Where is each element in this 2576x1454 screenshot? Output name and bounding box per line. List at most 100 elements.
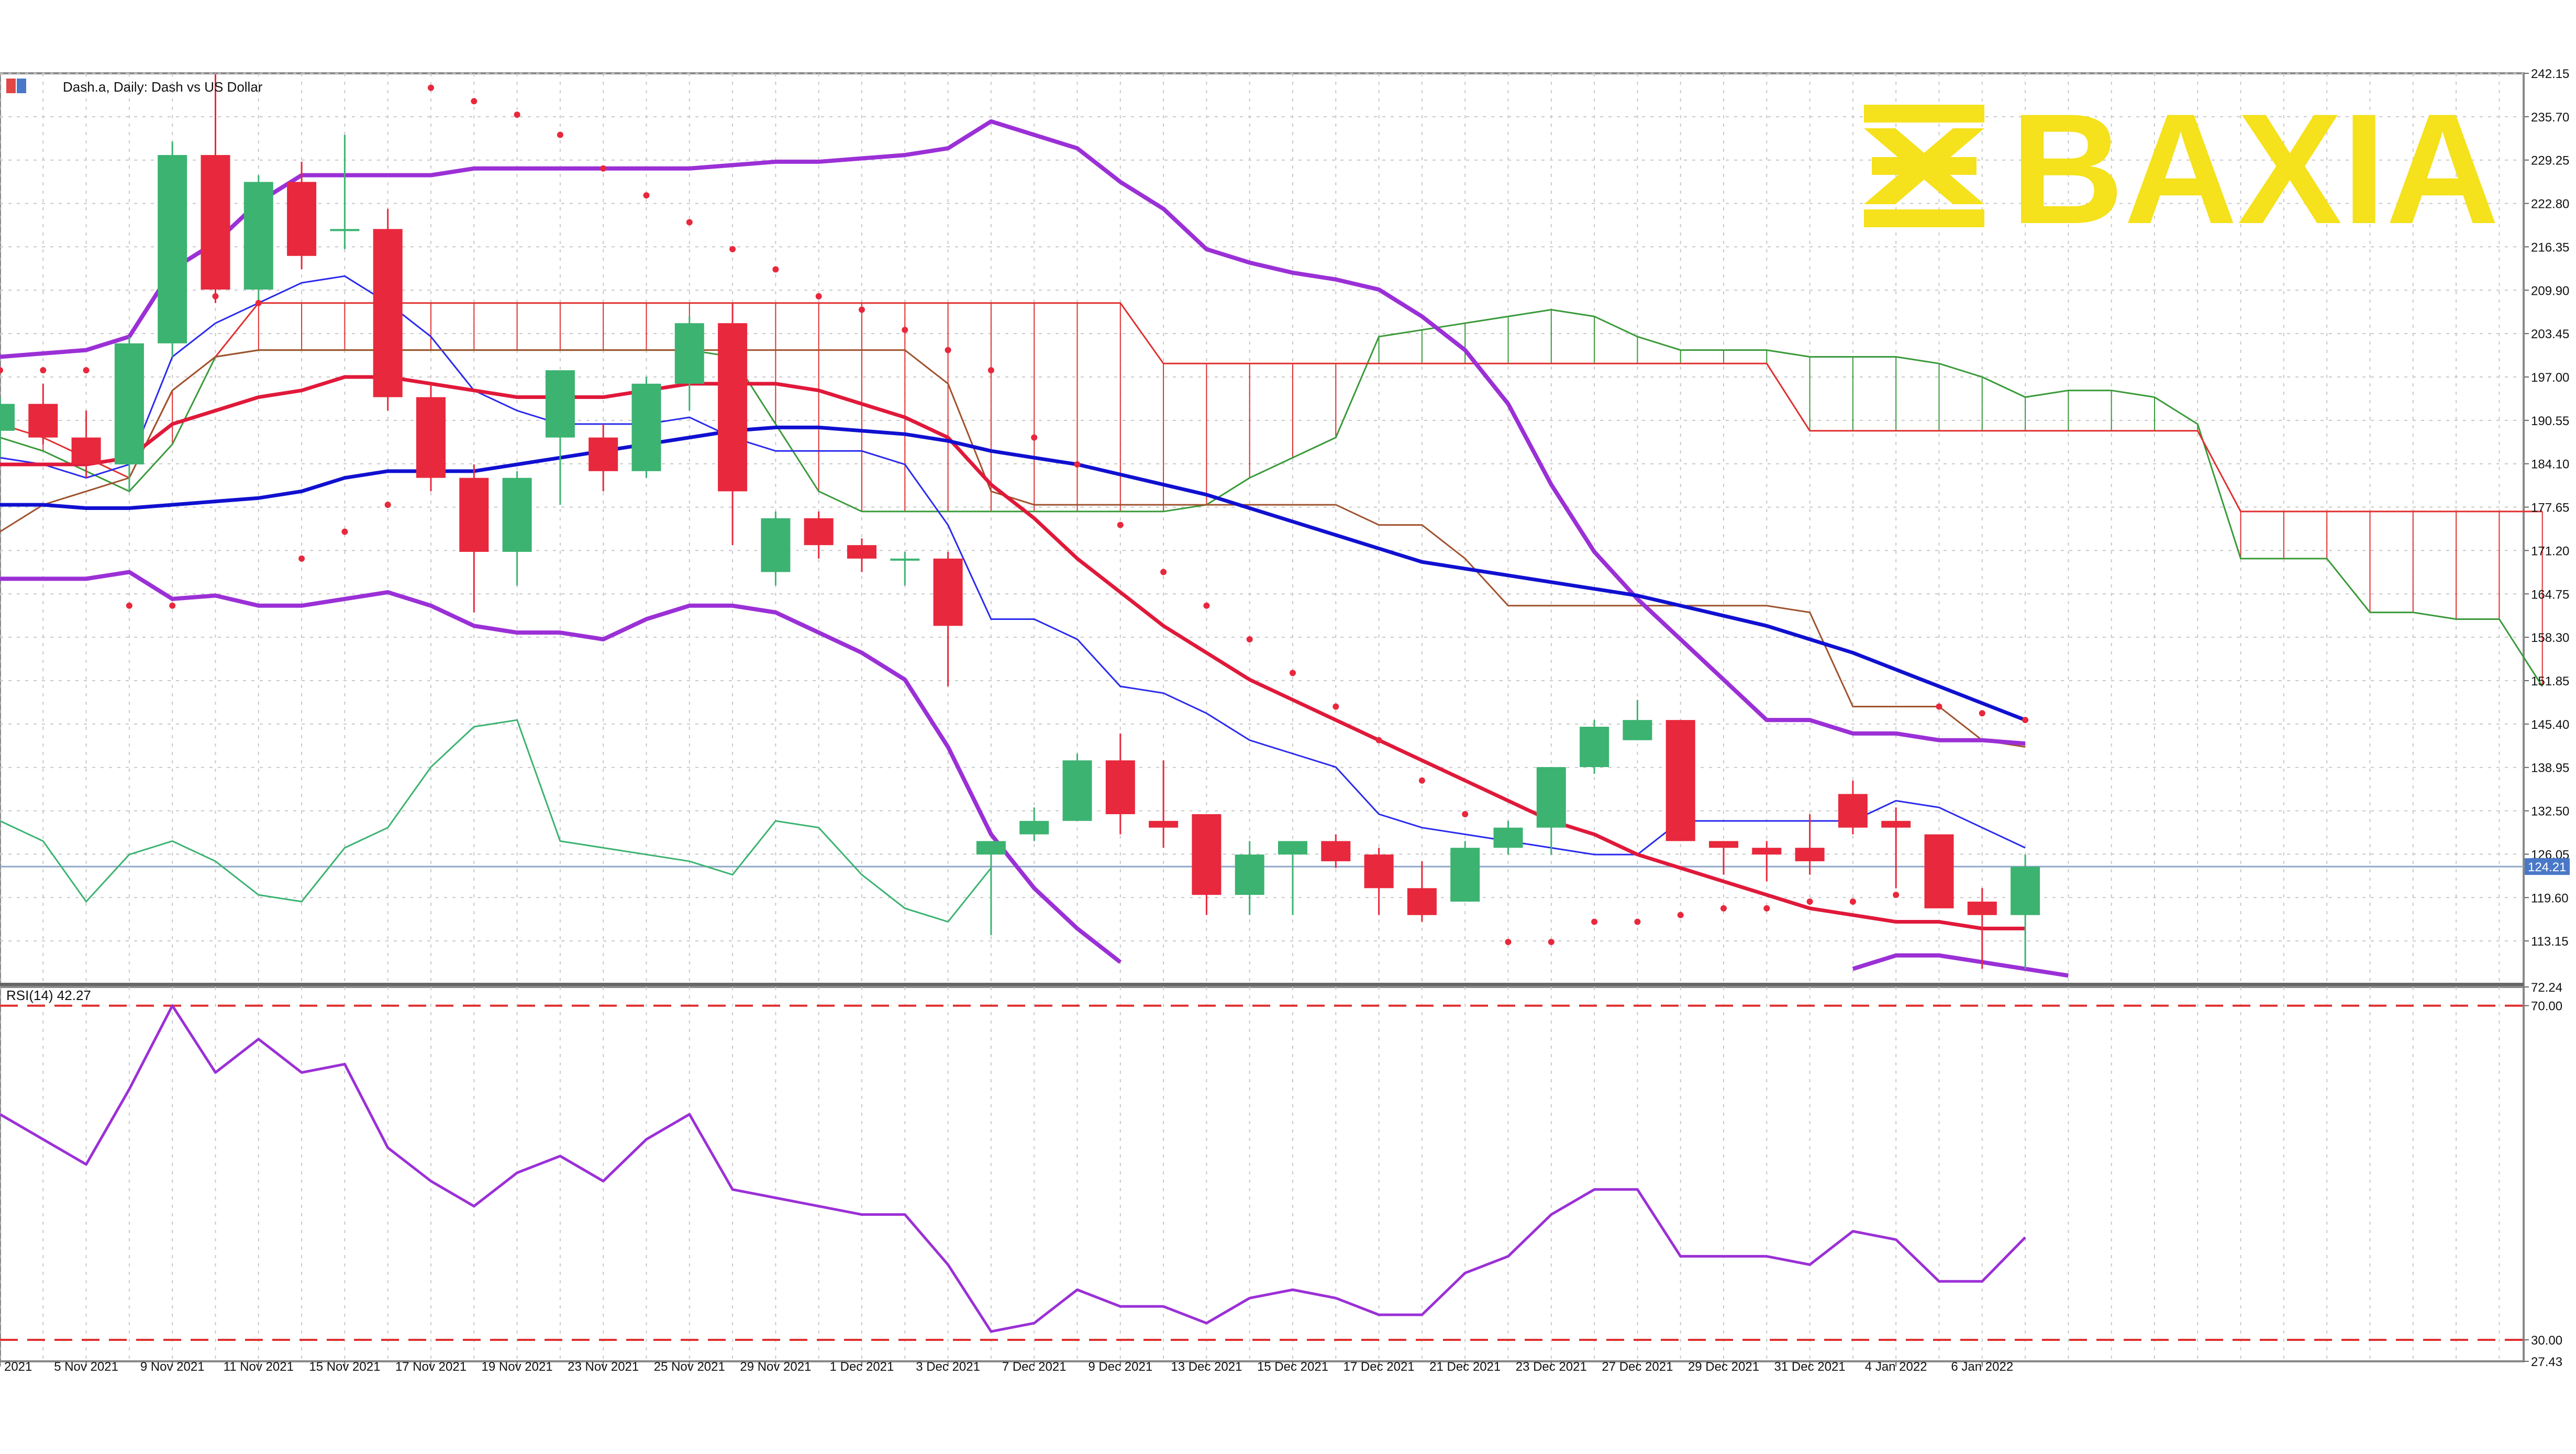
sar-dot [1893,892,1900,898]
time-tick-label: 11 Nov 2021 [224,1360,294,1374]
candle-body [933,558,963,626]
candle-body [1019,820,1049,835]
candle-body [1623,720,1652,740]
sar-dot [815,293,822,299]
sar-dot [1677,912,1684,918]
sar-dot [643,192,650,199]
rsi-tick-label: 70.00 [2531,1000,2562,1014]
chikou-span [0,719,992,923]
chart-icon[interactable] [6,79,16,93]
sar-dot [1333,703,1339,710]
time-tick-label: 15 Dec 2021 [1257,1360,1328,1374]
sar-dot [1375,737,1382,743]
candle-body [1967,901,1997,915]
candle-body [545,370,575,438]
time-axis: 3 Nov 2021 5 Nov 2021 9 Nov 2021 11 Nov 202… [0,1360,2013,1374]
rsi-indicator [0,1004,2026,1333]
price-tick-label: 203.45 [2531,327,2569,341]
sar-dot [987,367,994,374]
sar-dot [1979,710,1985,717]
sar-dot [1117,521,1124,528]
candle-body [287,182,317,256]
sar-dot [1720,905,1727,912]
price-tick-label: 158.30 [2531,631,2569,645]
time-tick-label: 1 Dec 2021 [830,1360,894,1374]
candle-body [1580,726,1609,768]
price-tick-label: 184.10 [2531,458,2569,472]
time-tick-label: 17 Nov 2021 [395,1360,467,1374]
current-price-tag [2525,858,2570,875]
sar-dot [1505,939,1512,946]
candle-body [1536,767,1566,828]
candle-body [0,404,15,431]
candle-body [1149,820,1179,828]
sar-dot [83,367,90,374]
baxia-logo: BAXIA [1864,81,2499,257]
time-tick-label: 4 Jan 2022 [1865,1360,1927,1374]
sar-dot [1849,898,1856,905]
sar-dot [1548,939,1555,946]
candle-body [28,404,58,438]
price-tick-label: 113.15 [2531,935,2569,949]
rsi-axis: 72.24 70.00 30.00 27.43 [2524,981,2562,1369]
sar-dot [1031,434,1038,441]
rsi-line [0,1004,2026,1333]
candle-body [2011,867,2040,915]
sar-dot [0,367,3,374]
time-tick-label: 9 Dec 2021 [1088,1360,1152,1374]
sar-dot [1936,703,1942,710]
rsi-panel-frame [0,986,2525,1362]
time-tick-label: 5 Nov 2021 [54,1360,118,1374]
time-tick-label: 27 Dec 2021 [1602,1360,1673,1374]
sar-dot [945,347,951,353]
candle-body [373,229,403,397]
price-tick-label: 209.90 [2531,284,2569,298]
baxia-logo-mark [1864,105,1984,227]
sar-dot [298,555,305,562]
price-tick-label: 132.50 [2531,805,2569,819]
time-tick-label: 7 Dec 2021 [1002,1360,1067,1374]
price-tick-label: 171.20 [2531,544,2569,558]
baxia-logo-text: BAXIA [2011,81,2499,257]
candle-body [71,437,101,464]
symbol-label: Dash.a, Daily: Dash vs US Dollar [63,79,263,95]
sar-dot [384,502,391,508]
price-tick-label: 145.40 [2531,718,2569,732]
candle-body [502,478,532,552]
candle-body [459,478,489,552]
bollinger-upper [0,119,2026,746]
time-tick-label: 15 Nov 2021 [309,1360,380,1374]
candle-body [1364,854,1394,889]
moving-average-blue [0,425,2026,722]
time-tick-label: 13 Dec 2021 [1171,1360,1242,1374]
candles [0,74,2040,969]
rsi-tick-label: 30.00 [2531,1334,2562,1348]
candle-body [1235,854,1264,895]
chart-icon[interactable] [17,79,26,93]
sar-dot [1290,670,1296,676]
candle-body [1795,848,1825,861]
sar-dot [1203,602,1210,609]
sar-dot [859,306,865,313]
time-tick-label: 21 Dec 2021 [1429,1360,1501,1374]
ichimoku-cloud [0,302,2543,687]
sar-dot [1074,461,1081,468]
parabolic-sar [0,84,2029,946]
time-tick-label: 31 Dec 2021 [1774,1360,1846,1374]
sar-dot [471,98,478,105]
moving-average-red [0,375,2026,930]
sar-dot [514,112,520,118]
sar-dot [2022,717,2029,724]
sar-dot [1160,569,1167,575]
sar-dot [1634,918,1641,925]
sar-dot [1246,636,1253,642]
candle-body [890,558,920,561]
candle-body [976,841,1006,855]
candle-body [1407,888,1437,915]
symbol-header: Dash.a, Daily: Dash vs US Dollar [6,79,263,95]
time-tick-label: 29 Dec 2021 [1688,1360,1759,1374]
candle-body [1321,841,1351,861]
price-tick-label: 197.00 [2531,371,2569,385]
sar-dot [428,84,434,91]
